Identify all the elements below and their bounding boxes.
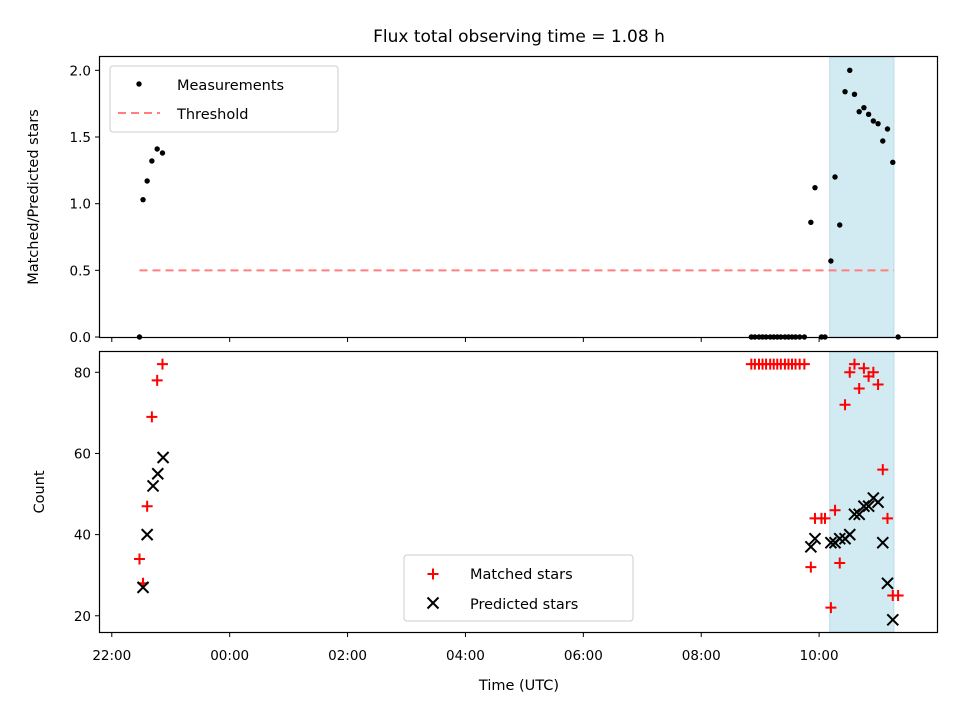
legend-predicted-marker — [426, 596, 440, 610]
bottom-panel: 20 40 60 80 22:00 00:00 02:00 04:00 06:00 08:00 10… — [32, 350, 939, 694]
matched-star-point — [805, 561, 817, 573]
predicted-star-point — [804, 540, 818, 553]
x-tick-label: 08:00 — [682, 648, 721, 664]
measurement-point — [140, 196, 146, 203]
y-tick-label: 40 — [74, 528, 91, 544]
matched-star-point — [848, 358, 860, 370]
bottom-legend: Matched stars Predicted stars — [403, 554, 634, 622]
predicted-star-point — [146, 479, 160, 493]
measurement-point — [159, 150, 166, 156]
y-tick-label: 0.5 — [70, 263, 91, 279]
bottom-axes-frame — [98, 350, 939, 634]
observing-window-span — [829, 56, 895, 338]
top-legend: Measurements Threshold — [109, 65, 339, 133]
measurement-point — [828, 258, 834, 264]
matched-star-point — [151, 374, 163, 386]
predicted-star-point — [862, 499, 875, 513]
matched-star-point — [858, 362, 870, 374]
measurement-point — [842, 88, 848, 95]
measurement-point — [884, 126, 891, 132]
predicted-star-point — [151, 467, 164, 480]
matched-star-point — [819, 512, 831, 524]
matched-star-point — [839, 399, 851, 411]
y-tick-label: 80 — [74, 365, 91, 381]
y-tick-label: 1.5 — [70, 130, 91, 146]
matched-star-point — [133, 553, 145, 565]
legend-box — [109, 65, 339, 133]
legend-predicted-label: Predicted stars — [470, 597, 578, 613]
y-tick-label: 1.0 — [70, 197, 91, 213]
measurement-point — [837, 222, 843, 228]
matched-star-point — [141, 500, 153, 512]
legend-matched-label: Matched stars — [470, 567, 573, 583]
matched-star-point — [829, 504, 841, 516]
measurement-point — [812, 184, 818, 191]
x-tick-label: 04:00 — [446, 648, 485, 664]
top-axes-frame — [98, 55, 939, 339]
measurement-point — [144, 178, 150, 184]
legend-matched-marker — [427, 568, 439, 580]
predicted-star-point — [876, 536, 889, 549]
predicted-star-point — [833, 532, 846, 545]
x-tick-label: 02:00 — [328, 648, 367, 664]
x-tick-label: 22:00 — [92, 648, 131, 664]
predicted-star-point — [156, 451, 170, 464]
x-axis-label: Time (UTC) — [478, 678, 559, 694]
predicted-star-point — [136, 581, 150, 594]
matched-star-point — [834, 557, 846, 569]
matched-star-point — [844, 366, 856, 378]
measurement-point — [847, 67, 853, 74]
top-panel: 0.00.51.01.52.0 Matched/Predicted stars … — [26, 55, 939, 346]
predicted-star-point — [824, 536, 838, 549]
x-tick-label: 00:00 — [210, 648, 249, 664]
matched-star-point — [872, 378, 884, 390]
measurement-point — [875, 120, 881, 127]
legend-threshold-label: Threshold — [176, 107, 248, 123]
x-tick-label: 10:00 — [800, 648, 839, 664]
measurement-point — [890, 159, 896, 166]
measurement-point — [832, 174, 838, 180]
matched-star-point — [146, 411, 158, 423]
matched-star-point — [867, 366, 879, 378]
matched-star-point — [881, 512, 893, 524]
bottom-y-axis-label: Count — [32, 470, 48, 513]
measurement-point — [870, 118, 877, 124]
measurement-point — [851, 91, 858, 98]
legend-measurements-label: Measurements — [177, 78, 284, 94]
chart-title: Flux total observing time = 1.08 h — [373, 27, 665, 47]
matched-star-point — [825, 602, 837, 614]
measurement-point — [154, 146, 160, 152]
matched-star-point — [877, 464, 889, 476]
predicted-star-point — [808, 532, 822, 545]
y-tick-label: 2.0 — [70, 63, 91, 79]
top-y-axis-label: Matched/Predicted stars — [26, 109, 42, 285]
legend-box — [403, 554, 634, 622]
predicted-star-point — [871, 495, 885, 509]
predicted-star-point — [881, 577, 894, 590]
predicted-star-point — [886, 613, 899, 627]
bottom-ticks: 20 40 60 80 22:00 00:00 02:00 04:00 06:00 08:00 10… — [74, 365, 839, 664]
y-tick-label: 60 — [74, 446, 91, 462]
legend-measurements-marker — [136, 81, 142, 87]
y-tick-label: 20 — [74, 609, 91, 625]
predicted-star-point — [843, 528, 856, 541]
matched-star-point — [853, 383, 865, 395]
measurement-point — [808, 219, 814, 226]
measurement-point — [149, 158, 155, 164]
measurement-point — [880, 138, 886, 144]
x-tick-label: 06:00 — [564, 648, 603, 664]
y-tick-label: 0.0 — [70, 330, 91, 346]
top-ticks: 0.0 0.5 1.0 1.5 2.0 — [70, 63, 820, 346]
predicted-star-point — [140, 528, 154, 541]
measurement-point — [865, 111, 872, 118]
matched-star-point — [892, 589, 904, 601]
measurement-point — [856, 108, 862, 115]
bottom-plot-area — [133, 351, 904, 633]
matched-star-point — [156, 358, 168, 370]
observing-window-span — [829, 351, 895, 633]
measurement-point — [861, 104, 867, 111]
matched-star-point — [798, 358, 810, 370]
